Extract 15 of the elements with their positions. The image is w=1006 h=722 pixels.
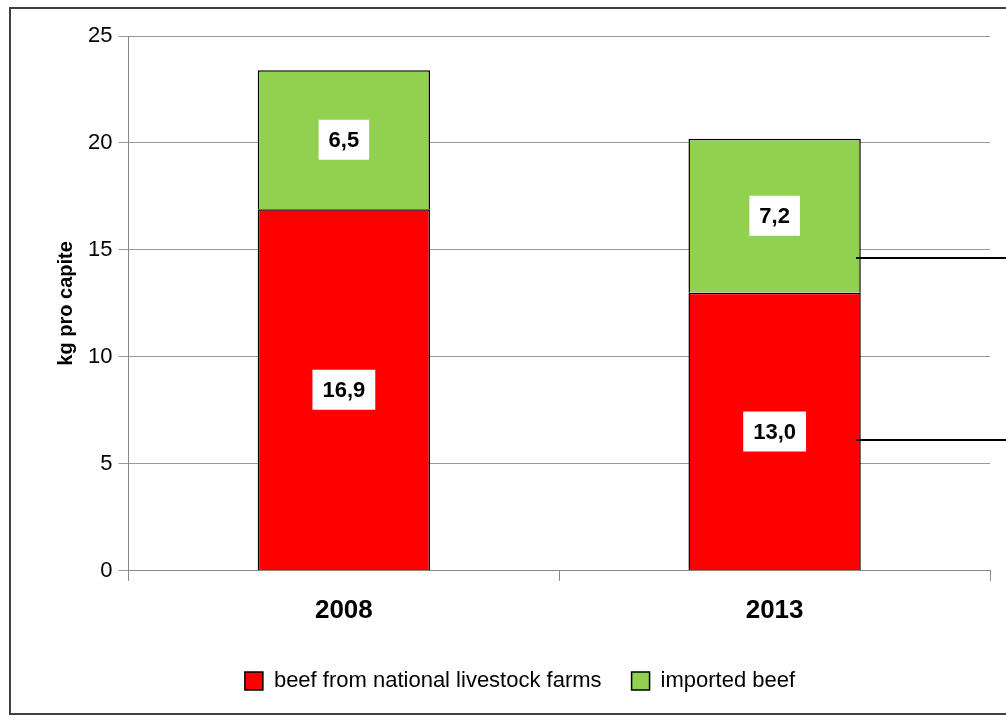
y-tick-label: 0 (100, 556, 113, 582)
y-tick-label: 5 (100, 449, 113, 475)
data-label: 16,9 (322, 376, 366, 402)
data-label: 7,2 (759, 202, 790, 228)
y-tick-label: 25 (87, 22, 113, 48)
legend-label: imported beef (660, 667, 796, 693)
y-tick-label: 20 (87, 129, 113, 155)
y-axis-title: kg pro capite (53, 241, 76, 366)
y-tick-label: 15 (87, 235, 113, 261)
y-tick-label: 10 (87, 342, 113, 368)
data-label: 6,5 (328, 126, 360, 152)
x-tick-label: 2013 (745, 593, 804, 624)
x-tick-label: 2008 (314, 593, 373, 624)
data-label: 13,0 (753, 418, 797, 444)
legend-label: beef from national livestock farms (273, 667, 602, 693)
